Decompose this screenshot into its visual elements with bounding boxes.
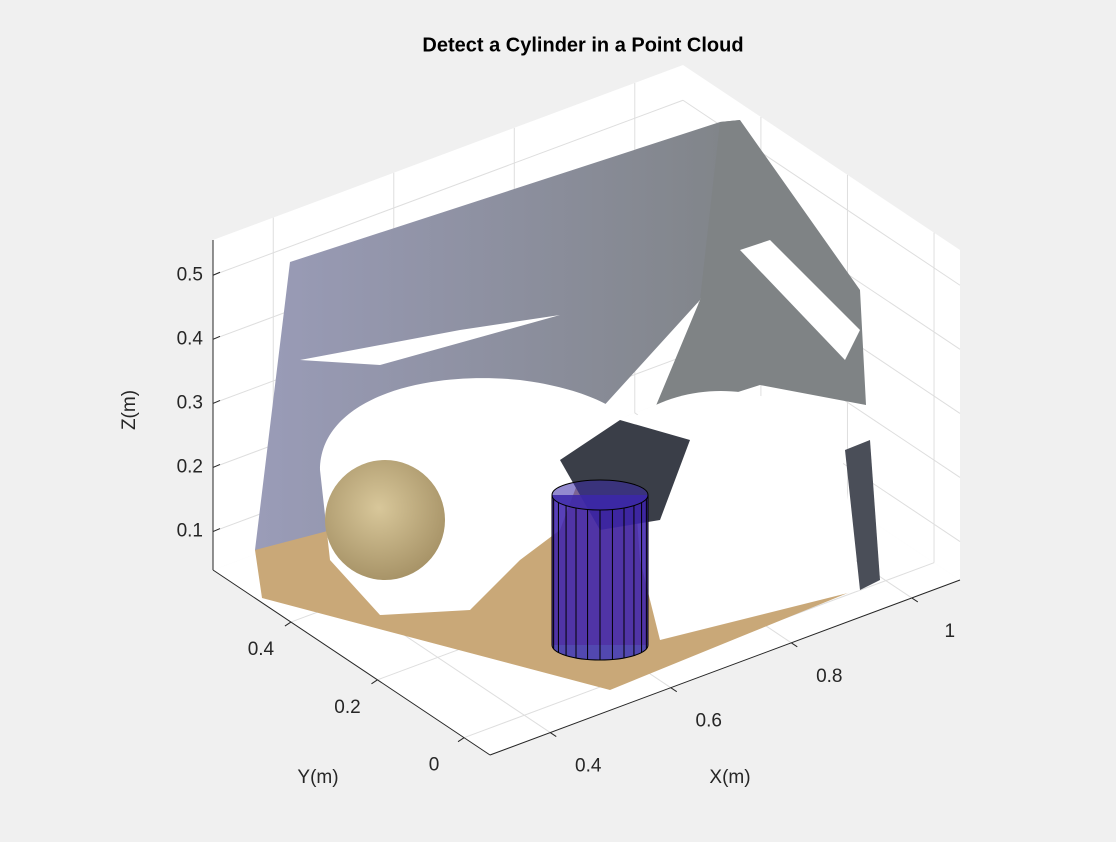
tick-mark (670, 687, 678, 693)
tick-mark (212, 399, 221, 404)
x-tick-label: 1 (945, 621, 956, 642)
grid-line (212, 99, 684, 276)
occluded-region (740, 240, 860, 360)
cylinder-lines (551, 495, 649, 660)
y-axis-label: Y(m) (297, 767, 338, 788)
axis-line (489, 579, 961, 756)
z-tick-label: 0.1 (177, 521, 203, 542)
x-tick-label: 0.4 (575, 756, 602, 777)
occluded-region (630, 391, 860, 640)
z-tick-label: 0.2 (177, 456, 203, 477)
z-tick-label: 0.3 (177, 392, 203, 413)
tick-mark (212, 335, 221, 340)
y-tick-label: 0.4 (248, 639, 275, 660)
tick-mark (284, 621, 292, 627)
x-tick-label: 0.8 (816, 666, 842, 687)
tick-mark (549, 732, 557, 737)
tick-mark (457, 737, 465, 743)
chart-title: Detect a Cylinder in a Point Cloud (422, 34, 743, 56)
y-tick-label: 0 (429, 755, 440, 776)
x-axis-label: X(m) (709, 767, 750, 788)
tick-mark (911, 597, 919, 603)
tick-mark (212, 464, 221, 468)
tick-mark (371, 679, 378, 685)
tick-mark (791, 642, 798, 648)
object-points (845, 440, 880, 590)
ball-points (325, 460, 445, 580)
cylinder-model (551, 479, 649, 661)
axis-line (212, 569, 491, 756)
tick-mark (212, 528, 221, 533)
z-tick-label: 0.5 (177, 264, 203, 285)
axes: 0.4 0.6 0.8 1 0 0.2 0.4 0.1 0.2 0.3 0.4 0.5 (177, 240, 961, 777)
wall-points (650, 120, 866, 420)
tick-mark (212, 271, 221, 276)
z-axis-label: Z(m) (119, 390, 140, 430)
y-tick-label: 0.2 (334, 697, 360, 718)
occluded-region (300, 315, 560, 365)
z-tick-label: 0.4 (177, 328, 204, 349)
cylinder-top (551, 479, 649, 511)
x-tick-label: 0.6 (696, 711, 722, 732)
